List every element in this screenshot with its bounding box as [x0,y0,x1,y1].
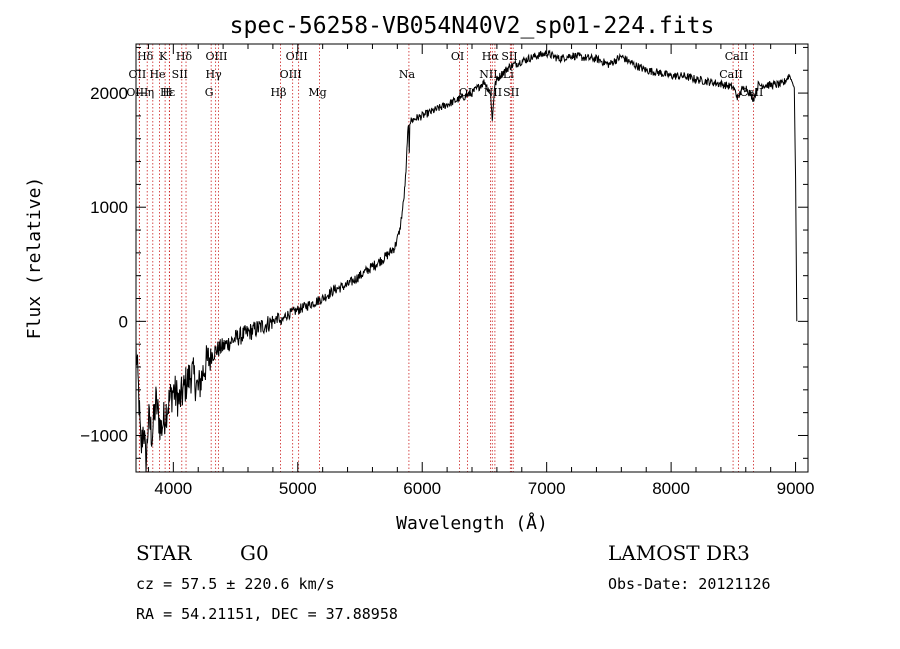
spectral-line-label: He [149,68,165,81]
spectral-line-label: OI [451,50,464,63]
x-tick-label: 4000 [154,479,192,498]
survey-name: LAMOST DR3 [608,541,750,565]
axis-ticks: 4000 5000 6000 7000 8000 9000 −1000 0 1000 2000 [80,44,814,498]
y-tick-label: 2000 [90,84,128,103]
spectral-line-label: NII [479,68,497,81]
spectral-line-label: OII [129,68,147,81]
spectral-line-label: Na [399,68,416,81]
ra-dec-coordinates: RA = 54.21151, DEC = 37.88958 [136,605,398,623]
spectrum-line [135,49,798,473]
x-axis-label: Wavelength (Å) [396,512,548,534]
y-tick-label: 0 [119,312,128,331]
spectral-line-label: SII [503,86,519,99]
object-subclass: G0 [240,541,269,565]
spectral-line-label: CaII [719,68,743,81]
spectral-line-label: Hε [160,86,176,99]
spectral-line-label: K [159,50,168,63]
spectral-line-label: SII [172,68,188,81]
chart-title: spec-56258-VB054N40V2_sp01-224.fits [230,13,715,39]
spectral-line-label: H [163,86,173,99]
spectral-line-label: OIII [126,86,148,99]
spectral-line-label: Mg [308,86,326,99]
plot-frame [135,43,809,473]
x-tick-label: 6000 [403,479,441,498]
y-axis-label: Flux (relative) [24,177,45,340]
x-tick-label: 8000 [652,479,690,498]
spectral-line-label: Hδ [137,50,154,63]
spectral-line-label: OIII [205,50,227,63]
x-tick-label: 7000 [528,479,566,498]
spectrum-series [135,49,798,473]
y-tick-label: −1000 [80,426,128,445]
x-tick-label: 9000 [777,479,815,498]
spectral-line-label: Hγ [206,68,223,81]
spectral-line-label: G [205,86,214,99]
spectral-line-label: Hβ [271,86,287,99]
object-class: STAR [136,541,192,565]
spectral-line-label: OIII [280,68,302,81]
redshift-cz: cz = 57.5 ± 220.6 km/s [136,575,335,593]
spectral-line-label: SII [501,50,517,63]
spectral-line-label: CaII [725,50,749,63]
spectral-line-label: η [148,86,155,99]
spectral-line-label: Hα [482,50,500,63]
observation-date: Obs-Date: 20121126 [608,575,771,593]
y-tick-label: 1000 [90,198,128,217]
spectral-line-label: OIII [286,50,308,63]
x-tick-label: 5000 [279,479,317,498]
spectral-line-label: Hδ [176,50,193,63]
spectral-line-label: NII [484,86,502,99]
spectral-line-label: Li [503,68,514,81]
